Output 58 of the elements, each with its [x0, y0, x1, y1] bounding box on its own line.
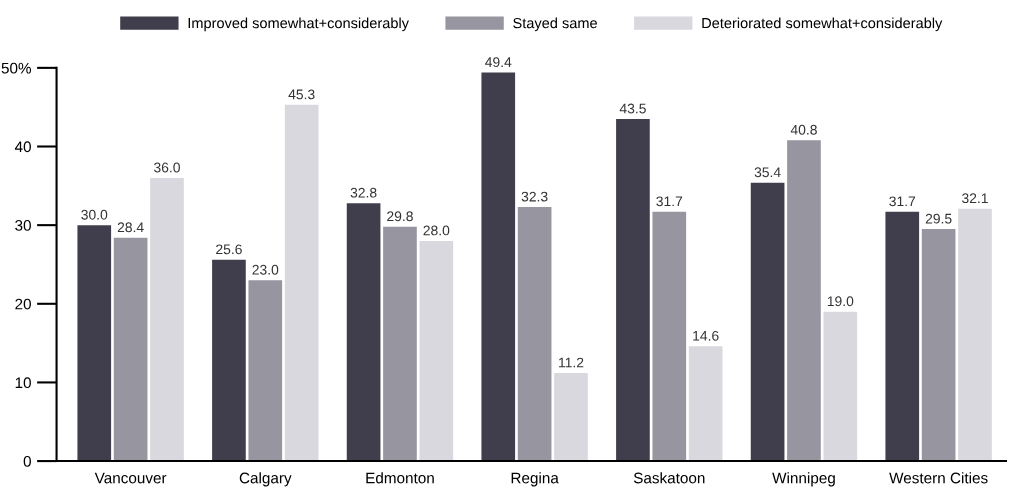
data-label: 32.1 — [962, 193, 988, 204]
data-label: 43.5 — [619, 103, 646, 114]
x-tick-label: Vancouver — [94, 472, 167, 484]
legend-label: Improved somewhat+considerably — [188, 17, 409, 32]
y-tick-label: 20 — [15, 298, 31, 310]
y-tick-label: 0 — [23, 455, 31, 467]
bar — [616, 118, 650, 462]
data-label: 45.3 — [288, 89, 315, 100]
data-label: 19.0 — [827, 296, 854, 307]
bar — [419, 240, 454, 462]
data-label: 29.8 — [387, 211, 413, 222]
bar — [787, 140, 821, 462]
x-tick-label: Calgary — [239, 472, 292, 487]
bar — [750, 182, 785, 462]
data-label: 40.8 — [790, 124, 817, 135]
x-tick-label: Regina — [511, 472, 559, 487]
data-label: 35.4 — [754, 167, 781, 178]
x-tick-label: Western Cities — [889, 472, 988, 484]
data-label: 14.6 — [693, 330, 719, 341]
bar — [77, 225, 112, 462]
data-label: 30.0 — [81, 209, 108, 220]
y-tick-label: 40 — [14, 141, 31, 153]
bar — [150, 177, 184, 462]
y-tick-label: 50% — [1, 62, 32, 74]
bar — [554, 373, 588, 462]
x-tick-label: Edmonton — [366, 472, 434, 484]
data-label: 11.2 — [559, 357, 584, 368]
data-label: 31.7 — [656, 196, 683, 207]
bar — [823, 311, 858, 462]
data-label: 28.4 — [117, 222, 144, 233]
y-tick-label: 30 — [15, 220, 31, 231]
bar — [248, 280, 283, 462]
x-tick-label: Winnipeg — [772, 472, 835, 487]
y-tick-label: 10 — [15, 377, 31, 389]
bar — [885, 211, 920, 462]
bar — [688, 346, 723, 462]
bar — [284, 104, 319, 462]
bar — [346, 203, 381, 462]
data-label: 29.5 — [925, 213, 952, 224]
data-label: 32.8 — [350, 187, 377, 198]
bar — [652, 211, 687, 462]
bar — [921, 229, 956, 462]
data-label: 32.3 — [521, 191, 548, 202]
bar — [958, 208, 992, 462]
data-label: 36.0 — [154, 162, 180, 173]
bar — [383, 226, 417, 462]
data-label: 25.6 — [216, 244, 242, 255]
legend-label: Deteriorated somewhat+considerably — [702, 17, 943, 32]
bar — [212, 259, 246, 462]
bar — [517, 207, 552, 462]
bar — [481, 72, 516, 462]
data-label: 49.4 — [485, 57, 512, 68]
x-tick-label: Saskatoon — [633, 472, 705, 484]
data-label: 23.0 — [252, 264, 279, 275]
bar — [113, 237, 148, 462]
data-label: 31.7 — [889, 196, 916, 207]
data-label: 28.0 — [423, 225, 450, 236]
legend-label: Stayed same — [513, 17, 597, 32]
